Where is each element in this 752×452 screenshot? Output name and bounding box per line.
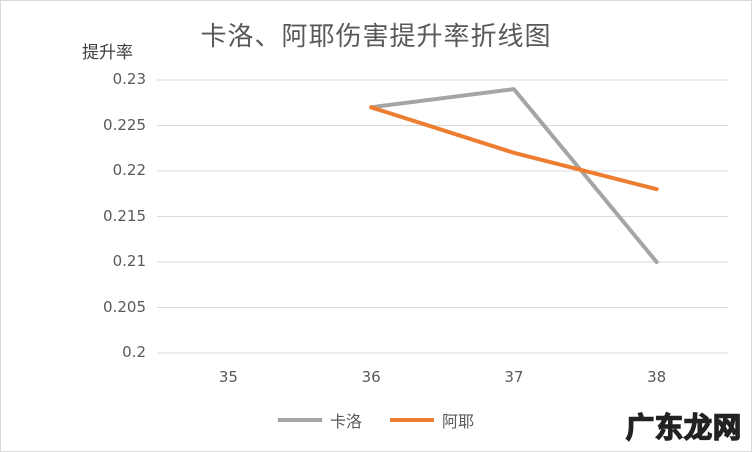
legend-swatch — [390, 418, 434, 422]
y-tick-label: 0.215 — [103, 206, 146, 225]
y-tick-label: 0.205 — [103, 297, 146, 316]
legend: 卡洛 阿耶 — [0, 408, 752, 432]
watermark: 广东龙网 — [625, 410, 742, 445]
x-tick-label: 35 — [218, 368, 238, 386]
y-tick-label: 0.225 — [103, 115, 146, 134]
legend-label: 卡洛 — [329, 412, 362, 431]
chart-title: 卡洛、阿耶伤害提升率折线图 — [200, 22, 552, 52]
y-axis-label: 提升率 — [82, 43, 133, 63]
y-tick-label: 0.21 — [112, 252, 146, 270]
x-tick-label: 37 — [504, 368, 524, 386]
legend-swatch — [277, 418, 322, 422]
legend-item: 卡洛 — [277, 408, 362, 432]
legend-item: 阿耶 — [390, 408, 474, 432]
legend-label: 阿耶 — [442, 412, 475, 431]
y-tick-label: 0.23 — [112, 70, 146, 88]
y-tick-label: 0.2 — [122, 343, 146, 361]
x-tick-label: 38 — [647, 368, 667, 386]
x-tick-label: 36 — [361, 368, 381, 386]
y-tick-label: 0.22 — [112, 161, 146, 179]
series-line — [369, 87, 659, 264]
series-line — [369, 105, 659, 192]
